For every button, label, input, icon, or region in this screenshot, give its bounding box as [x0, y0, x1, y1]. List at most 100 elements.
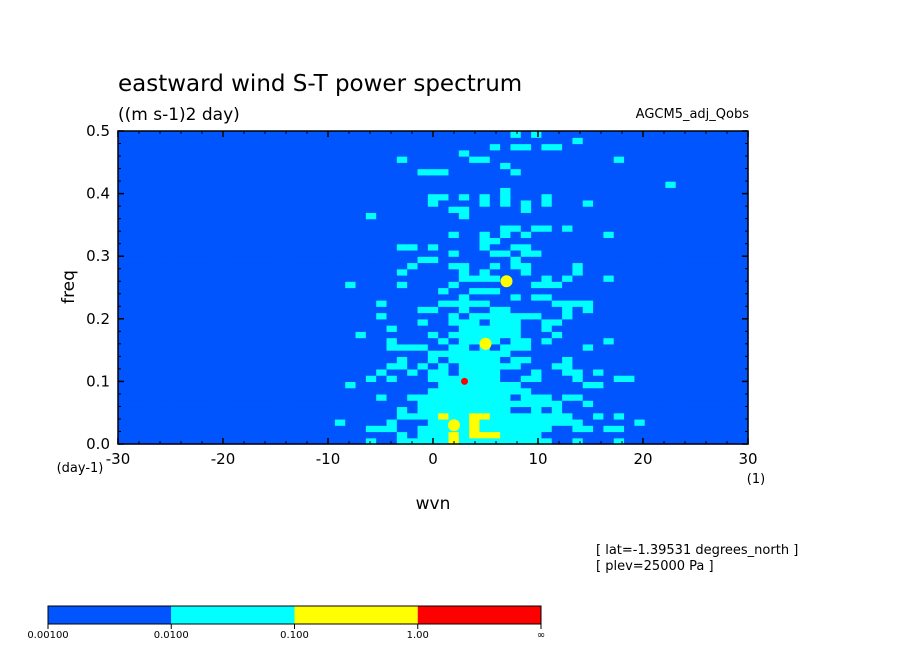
spectrum-cell: [737, 312, 749, 320]
spectrum-cell: [231, 300, 243, 307]
spectrum-cell: [489, 156, 501, 163]
spectrum-cell: [210, 356, 222, 364]
spectrum-cell: [572, 356, 584, 364]
spectrum-cell: [531, 268, 543, 276]
spectrum-cell: [179, 312, 191, 320]
spectrum-cell: [262, 162, 274, 170]
spectrum-cell: [593, 224, 605, 232]
spectrum-cell: [138, 337, 150, 345]
spectrum-cell: [551, 287, 563, 295]
spectrum-cell: [252, 212, 264, 220]
spectrum-cell: [706, 325, 718, 332]
spectrum-cell: [655, 162, 666, 170]
spectrum-cell: [293, 337, 305, 345]
spectrum-cell: [138, 262, 150, 270]
spectrum-cell: [655, 137, 666, 145]
spectrum-cell: [531, 375, 543, 382]
spectrum-cell: [252, 300, 264, 307]
spectrum-cell: [727, 412, 739, 420]
spectrum-cell: [727, 131, 739, 138]
spectrum-cell: [717, 137, 728, 145]
spectrum-cell: [334, 356, 346, 364]
spectrum-cell: [396, 249, 408, 257]
spectrum-cell: [510, 231, 522, 239]
spectrum-cell: [138, 375, 150, 382]
spectrum-cell: [190, 174, 202, 182]
spectrum-cell: [448, 350, 460, 357]
spectrum-cell: [510, 312, 522, 320]
spectrum-cell: [531, 306, 543, 314]
spectrum-cell: [582, 137, 594, 145]
spectrum-cell: [376, 381, 388, 389]
spectrum-cell: [479, 368, 491, 376]
spectrum-cell: [593, 249, 605, 257]
spectrum-cell: [479, 406, 491, 414]
spectrum-cell: [169, 174, 181, 182]
spectrum-cell: [686, 418, 697, 426]
spectrum-cell: [231, 168, 243, 176]
spectrum-cell: [727, 268, 739, 276]
spectrum-cell: [386, 199, 398, 207]
spectrum-cell: [582, 375, 594, 382]
spectrum-cell: [531, 431, 543, 439]
spectrum-cell: [262, 356, 274, 364]
spectrum-cell: [665, 256, 677, 264]
spectrum-cell: [314, 156, 326, 163]
spectrum-cell: [541, 281, 553, 289]
spectrum-cell: [717, 262, 728, 270]
spectrum-cell: [148, 412, 160, 420]
spectrum-cell: [706, 400, 718, 408]
spectrum-cell: [655, 224, 666, 232]
spectrum-cell: [737, 218, 749, 226]
spectrum-cell: [458, 187, 470, 195]
spectrum-cell: [624, 193, 635, 201]
spectrum-cell: [365, 137, 377, 145]
spectrum-cell: [531, 206, 543, 213]
spectrum-cell: [303, 268, 315, 276]
spectrum-cell: [396, 174, 408, 182]
spectrum-cell: [148, 149, 160, 157]
spectrum-cell: [221, 256, 233, 264]
spectrum-cell: [179, 381, 191, 389]
spectrum-cell: [252, 331, 264, 339]
spectrum-cell: [252, 312, 264, 320]
spectrum-cell: [169, 168, 181, 176]
spectrum-cell: [489, 218, 501, 226]
spectrum-cell: [138, 306, 150, 314]
spectrum-cell: [148, 143, 160, 151]
spectrum-cell: [231, 425, 243, 433]
spectrum-cell: [262, 187, 274, 195]
spectrum-cell: [293, 375, 305, 382]
spectrum-cell: [448, 368, 460, 376]
spectrum-cell: [737, 337, 749, 345]
spectrum-cell: [365, 168, 377, 176]
spectrum-cell: [624, 312, 635, 320]
spectrum-cell: [727, 293, 739, 301]
spectrum-cell: [365, 281, 377, 289]
spectrum-cell: [634, 243, 646, 251]
spectrum-cell: [634, 418, 646, 426]
spectrum-cell: [551, 375, 563, 382]
spectrum-cell: [541, 212, 553, 220]
x-tick-label: 30: [738, 450, 757, 468]
spectrum-cell: [469, 256, 481, 264]
spectrum-cell: [169, 431, 181, 439]
spectrum-cell: [510, 268, 522, 276]
spectrum-cell: [696, 224, 708, 232]
spectrum-cell: [613, 224, 625, 232]
spectrum-cell: [169, 393, 181, 401]
spectrum-cell: [644, 149, 656, 157]
spectrum-cell: [717, 318, 728, 326]
spectrum-cell: [665, 137, 677, 145]
spectrum-cell: [324, 262, 336, 270]
spectrum-cell: [603, 425, 615, 433]
spectrum-cell: [355, 406, 367, 414]
spectrum-cell: [686, 143, 697, 151]
spectrum-cell: [179, 281, 191, 289]
spectrum-cell: [427, 256, 439, 264]
spectrum-cell: [303, 143, 315, 151]
spectrum-cell: [345, 206, 357, 213]
spectrum-cell: [686, 400, 697, 408]
spectrum-cell: [469, 393, 481, 401]
spectrum-cell: [469, 318, 481, 326]
